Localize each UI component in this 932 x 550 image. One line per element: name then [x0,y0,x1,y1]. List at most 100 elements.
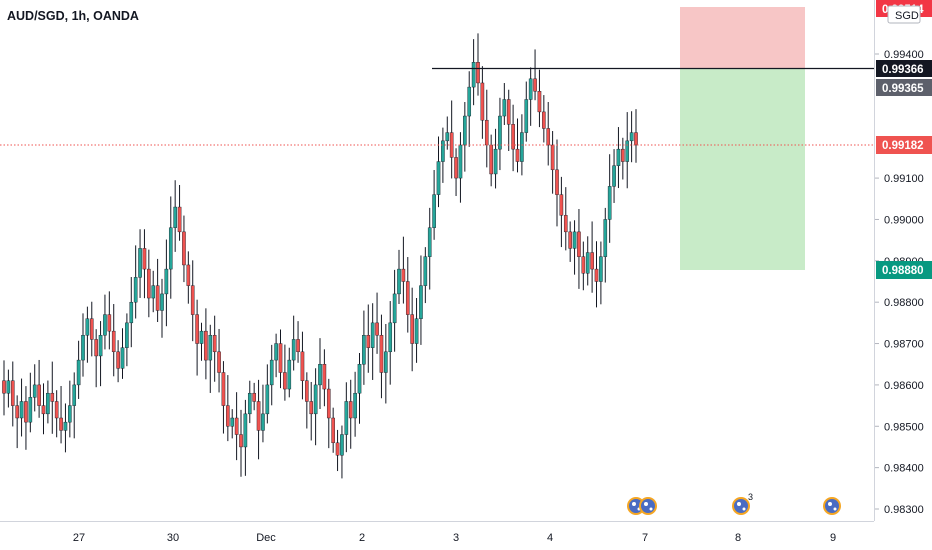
chart-title: AUD/SGD, 1h, OANDA [7,9,139,23]
candle-down [331,417,335,444]
candle-down [278,343,283,373]
time-tick-label: 8 [735,532,741,544]
take-profit-zone[interactable] [680,69,805,270]
candle-down [634,132,638,146]
price-tick-label: 0.98300 [884,504,924,516]
candle-down [537,91,542,113]
candle-down [405,281,410,315]
candle-down [177,206,182,233]
candle-down [322,364,327,390]
candle-down [309,401,314,415]
candle-down [212,335,217,353]
candle-down [590,252,594,270]
take-profit-price-tag: 0.98880 [876,261,932,279]
candle-up [6,380,11,394]
candle-up [120,347,125,369]
candle-down [476,62,480,84]
price-axis[interactable]: 0.98300 0.98400 0.98500 0.98600 0.98700 0.988… [875,49,924,516]
candle-down [379,335,384,373]
candle-up [98,335,103,357]
candle-up [32,384,37,398]
candle-up [607,186,612,220]
candle-up [160,293,164,311]
candle-down [454,157,458,179]
time-tick-label: 2 [359,532,365,544]
candle-down [489,144,493,175]
candle-down [511,124,515,150]
candle-down [375,322,379,336]
candle-down [107,314,112,332]
candle-down [515,148,520,162]
candle-up [572,231,577,249]
candle-up [19,401,24,419]
candle-up [493,148,498,175]
candle-up [616,148,621,166]
candle-up [125,322,129,348]
candle-down [506,99,511,125]
candle-down [300,351,305,381]
candle-up [432,194,436,228]
resistance-price-tag: 0.99366 [876,60,932,77]
price-tick-label: 0.98600 [884,380,924,392]
candle-down [335,442,340,456]
candle-down [326,388,331,419]
candle-up [599,256,603,282]
candle-up [81,335,85,361]
candle-down [546,128,551,146]
event-flag-australia-3[interactable]: 3 [732,492,753,515]
candle-down [204,330,208,361]
currency-badge[interactable]: SGD [887,5,921,24]
candle-down [484,119,489,146]
time-axis[interactable]: 27 30 Dec 2 3 4 7 8 9 [73,532,836,544]
candle-up [423,256,428,286]
candle-down [182,231,186,266]
svg-text:0.99366: 0.99366 [882,64,924,76]
candle-up [458,144,463,179]
price-tick-label: 0.98400 [884,463,924,475]
candle-down [50,392,55,402]
candle-up [129,301,134,324]
price-tick-label: 0.99400 [884,49,924,61]
candle-up [353,392,357,419]
event-flag-australia-4[interactable] [823,497,841,515]
time-tick-label: 30 [167,532,179,544]
candle-up [138,248,142,278]
candle-up [230,417,235,427]
time-tick-label: 3 [453,532,459,544]
candle-down [226,405,230,427]
candle-up [103,314,107,336]
candle-up [419,285,423,319]
candle-up [313,384,318,415]
candle-down [116,351,120,369]
candle-down [195,314,199,344]
candlestick-series [2,33,638,479]
candle-down [54,401,59,419]
candle-up [384,351,388,373]
candle-up [625,140,630,162]
candle-down [15,405,19,419]
candle-up [68,405,72,423]
candle-down [594,268,599,282]
candle-up [243,413,248,448]
candle-down [296,339,300,353]
price-tick-label: 0.99100 [884,173,924,185]
candle-up [528,78,533,100]
candle-down [348,401,353,419]
candle-up [427,227,432,257]
candle-up [524,99,529,133]
candle-up [287,359,292,390]
candle-up [370,322,375,348]
candle-up [441,140,445,162]
candle-down [559,194,564,216]
candle-up [261,413,265,431]
candle-up [208,335,213,361]
time-tick-label: Dec [256,532,276,544]
candle-up [85,318,90,336]
candle-up [445,132,450,142]
candle-down [37,384,41,406]
stop-loss-zone[interactable] [680,7,805,69]
candle-up [603,219,608,257]
candle-up [362,335,366,365]
event-flag-australia-2[interactable] [639,497,657,515]
